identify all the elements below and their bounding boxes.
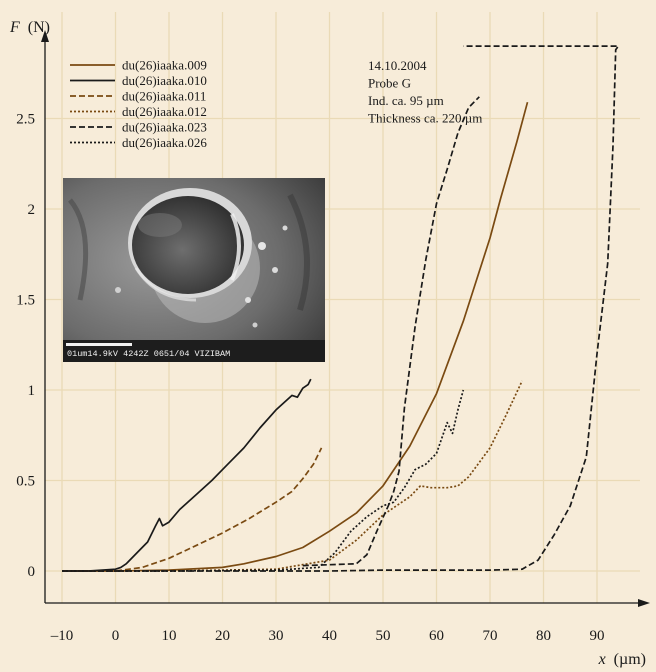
x-tick-labels: –10 0 10 20 30 40 50 60 70 80 90 — [50, 628, 605, 644]
legend-label-0: du(26)iaaka.009 — [122, 58, 207, 73]
x-tick-label-4: 30 — [269, 628, 284, 644]
y-tick-labels: 0 0.5 1 1.5 2 2.5 — [16, 112, 35, 581]
series-lines — [62, 45, 620, 572]
legend-label-4: du(26)iaaka.023 — [122, 120, 207, 135]
x-tick-label-0: –10 — [50, 628, 74, 644]
y-tick-label-2: 1 — [28, 383, 36, 399]
x-tick-label-1: 0 — [112, 628, 120, 644]
legend-label-5: du(26)iaaka.026 — [122, 135, 207, 150]
y-tick-label-3: 1.5 — [16, 293, 35, 309]
series-line-4 — [62, 45, 620, 572]
y-tick-label-5: 2.5 — [16, 112, 35, 128]
x-tick-label-8: 70 — [483, 628, 498, 644]
series-line-0 — [62, 101, 529, 572]
axes — [41, 30, 650, 607]
x-tick-label-5: 40 — [322, 628, 337, 644]
x-axis-label: x (µm) — [598, 651, 646, 668]
sem-caption: 01um14.9kV 4242Z 0651/04 VIZIBAM — [67, 349, 230, 359]
x-tick-label-2: 10 — [162, 628, 177, 644]
x-tick-label-6: 50 — [376, 628, 391, 644]
legend-label-2: du(26)iaaka.011 — [122, 89, 206, 104]
annotation-2: Ind. ca. 95 µm — [368, 93, 444, 108]
y-tick-label-0: 0 — [28, 564, 36, 580]
legend: du(26)iaaka.009du(26)iaaka.010du(26)iaak… — [70, 58, 207, 150]
series-line-2 — [62, 447, 323, 572]
x-tick-label-10: 90 — [590, 628, 605, 644]
legend-label-1: du(26)iaaka.010 — [122, 73, 207, 88]
sem-inset-image: 01um14.9kV 4242Z 0651/04 VIZIBAM — [63, 178, 325, 362]
x-tick-label-7: 60 — [429, 628, 444, 644]
series-line-6 — [302, 96, 480, 567]
series-line-3 — [62, 380, 523, 572]
annotation-3: Thickness ca. 220 µm — [368, 111, 482, 126]
y-tick-label-4: 2 — [28, 202, 36, 218]
series-line-1 — [62, 378, 312, 572]
x-tick-label-3: 20 — [215, 628, 230, 644]
legend-label-3: du(26)iaaka.012 — [122, 104, 207, 119]
y-axis-label: F (N) — [9, 19, 50, 36]
y-tick-label-1: 0.5 — [16, 474, 35, 490]
x-tick-label-9: 80 — [536, 628, 551, 644]
x-axis-arrow-icon — [638, 599, 650, 607]
annotation-1: Probe G — [368, 76, 411, 91]
annotation-0: 14.10.2004 — [368, 58, 427, 73]
y-axis-arrow-icon — [41, 30, 49, 42]
test-annotations: 14.10.2004 Probe G Ind. ca. 95 µm Thickness… — [368, 58, 482, 126]
series-line-5 — [62, 389, 465, 572]
